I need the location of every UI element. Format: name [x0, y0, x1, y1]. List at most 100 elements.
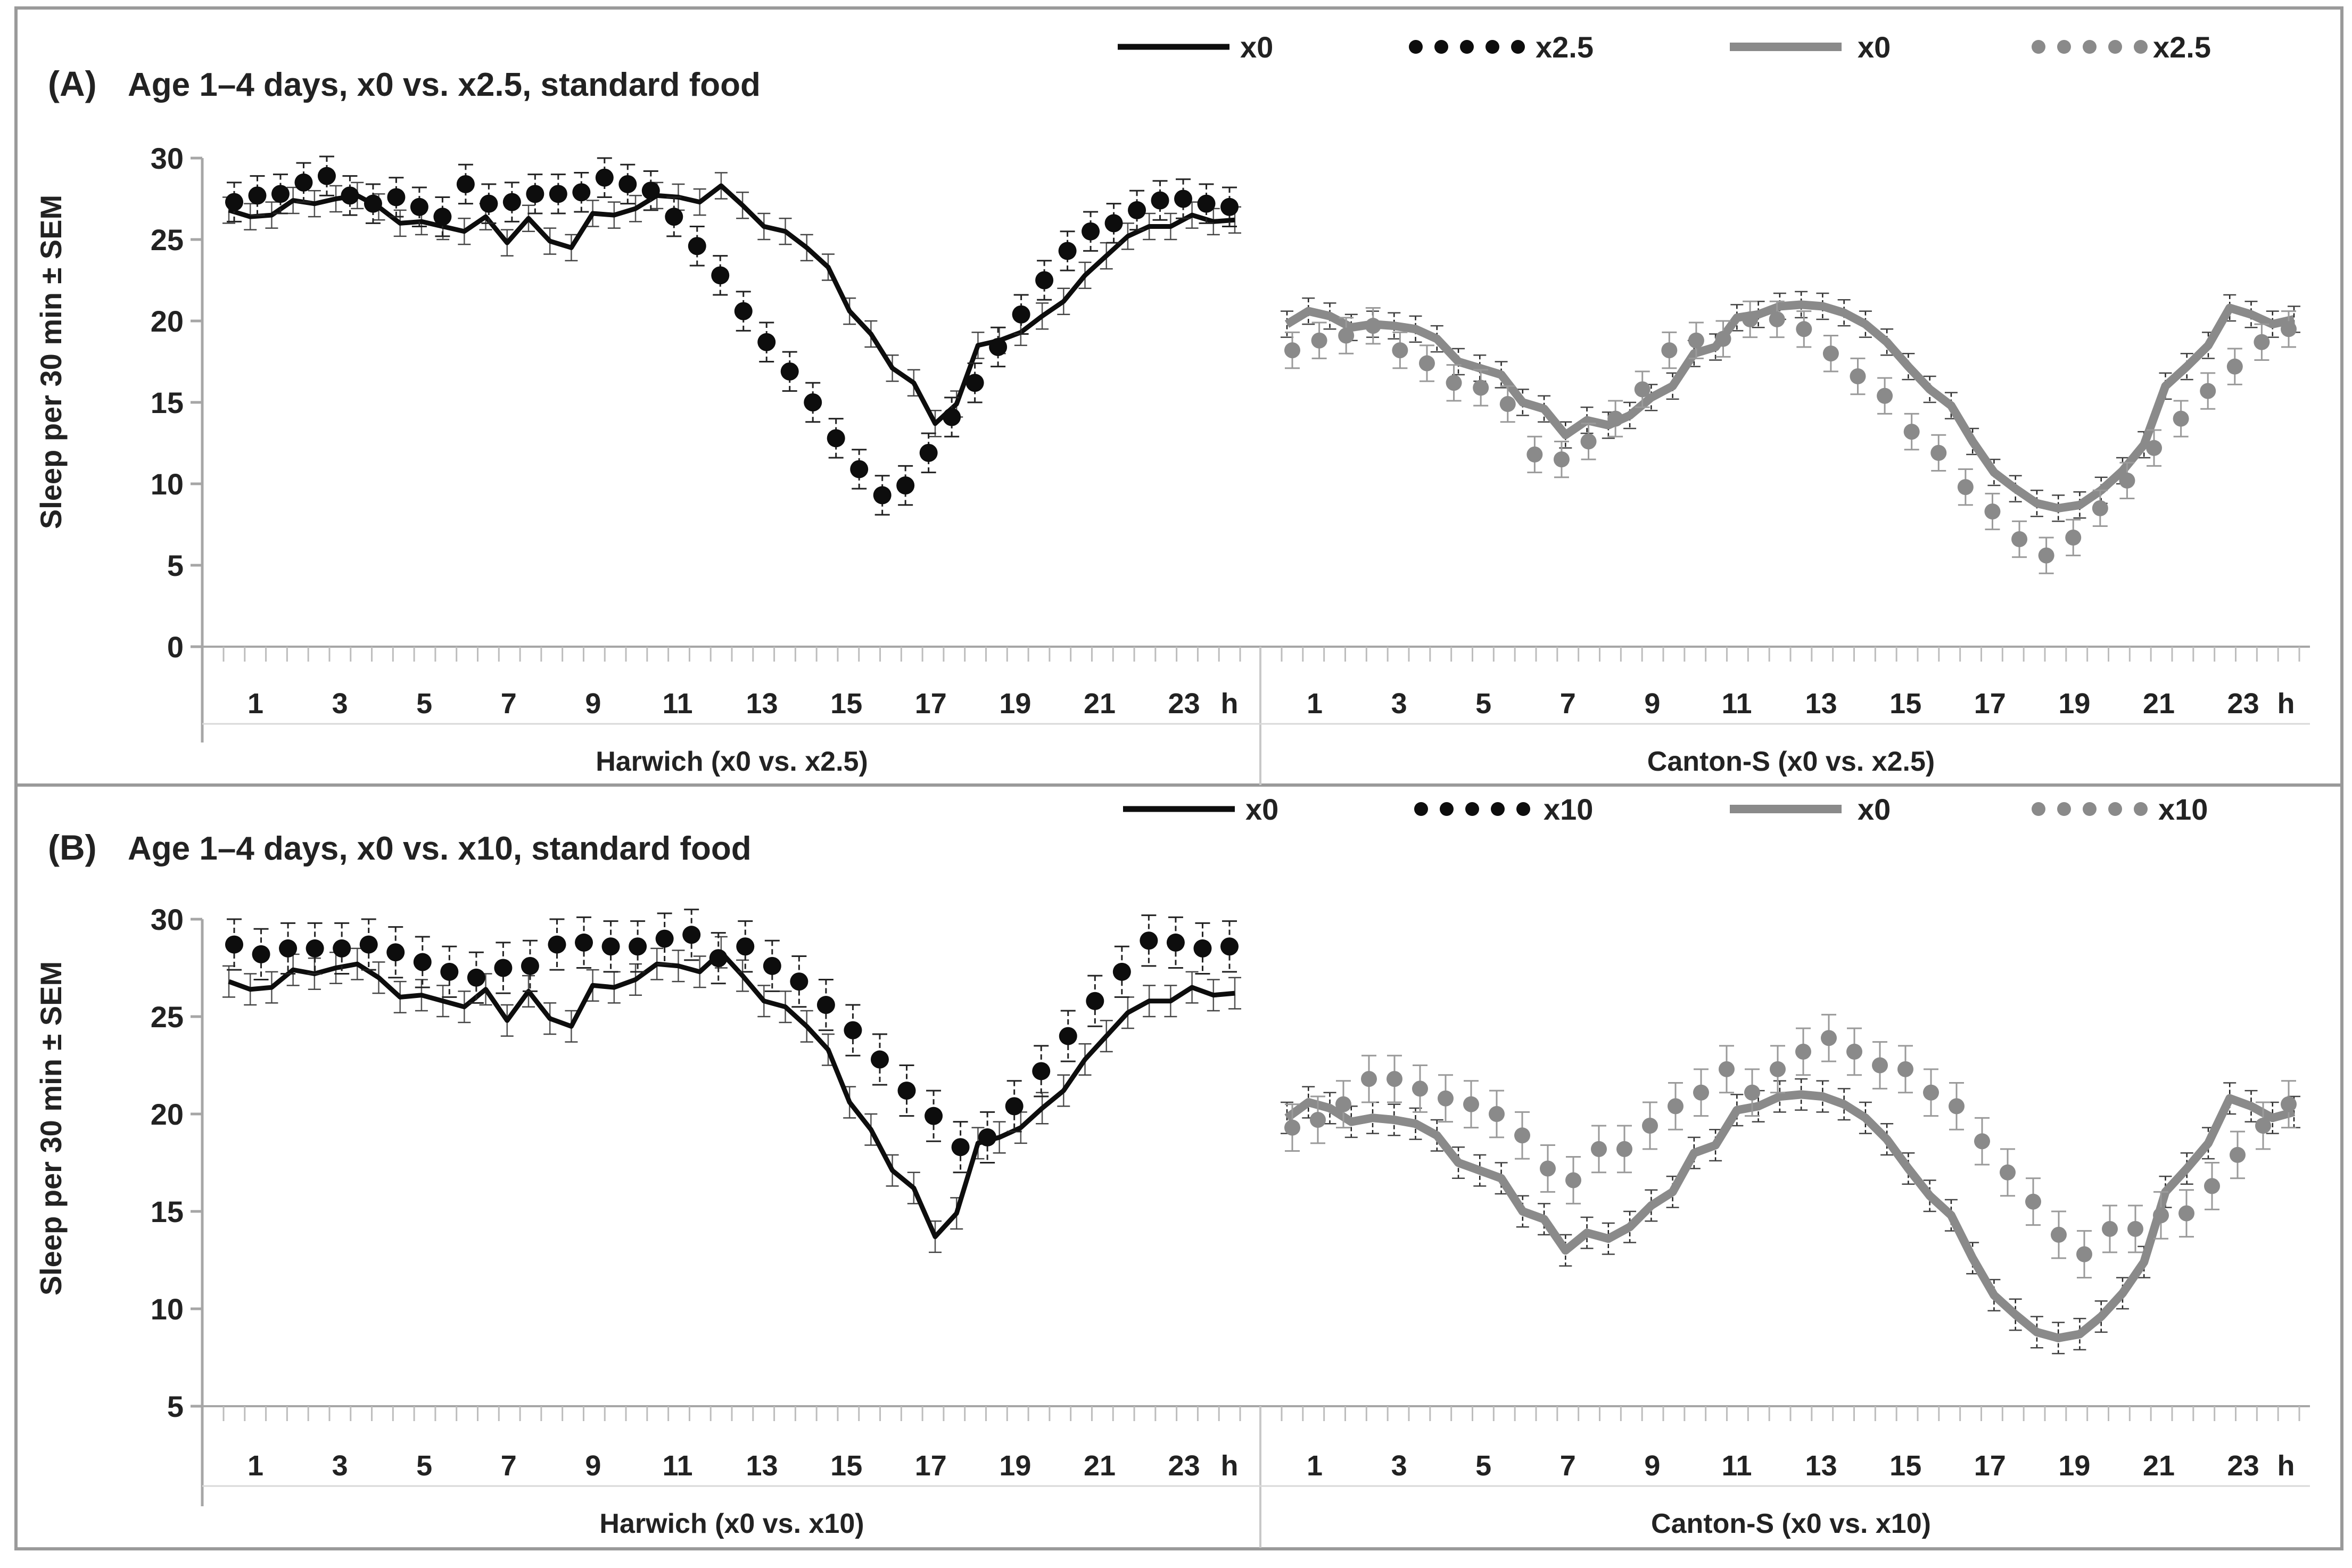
- panel-a-label: (A): [48, 64, 97, 103]
- treat-point: [1591, 1141, 1607, 1157]
- treat-point: [1140, 931, 1158, 950]
- y-tick-label: 20: [151, 304, 184, 338]
- treat-point: [1086, 992, 1104, 1010]
- treat-point: [2255, 1117, 2271, 1134]
- treat-point: [1059, 1027, 1077, 1045]
- treat-point: [665, 208, 683, 226]
- y-tick-label: 30: [151, 142, 184, 175]
- treat-point: [1058, 242, 1077, 260]
- x-tick-label: 21: [2143, 688, 2175, 720]
- treat-point: [736, 937, 755, 956]
- treat-point: [467, 968, 485, 987]
- treat-point: [502, 193, 521, 211]
- treat-point: [526, 185, 544, 203]
- panel-b-ylabel: Sleep per 30 min ± SEM: [34, 961, 68, 1295]
- treat-point: [873, 486, 892, 505]
- legend-label-harwich-x0: x0: [1240, 30, 1273, 64]
- treat-point: [1446, 375, 1462, 391]
- treat-point: [641, 181, 660, 200]
- x-tick-label: 5: [1475, 688, 1491, 720]
- legend-swatch-canton-treat: [2032, 802, 2148, 816]
- x-tick-label: 11: [662, 688, 692, 720]
- treat-point: [1365, 318, 1381, 334]
- treat-point: [1104, 214, 1123, 233]
- treat-point: [1553, 451, 1570, 468]
- treat-point: [294, 173, 313, 192]
- treat-point: [1012, 305, 1030, 324]
- treat-point: [1197, 194, 1216, 213]
- treat-point: [734, 302, 753, 320]
- treat-point: [850, 460, 869, 478]
- treat-point: [1082, 222, 1100, 241]
- y-tick-label: 25: [151, 1000, 184, 1034]
- treat-point: [711, 266, 730, 285]
- treat-point: [341, 186, 359, 205]
- treat-point: [410, 197, 428, 216]
- x-tick-label: 17: [915, 1450, 947, 1482]
- x-tick-label: 9: [1644, 1450, 1660, 1482]
- figure-border: [14, 6, 2343, 1550]
- treat-point: [1220, 937, 1239, 956]
- y-tick-label: 15: [151, 386, 184, 419]
- treat-point: [1796, 321, 1812, 337]
- y-tick-label: 30: [151, 903, 184, 936]
- treat-point: [1715, 331, 1731, 347]
- y-tick-label: 10: [151, 467, 184, 501]
- treat-point: [1634, 381, 1650, 398]
- x-tick-label: 15: [830, 688, 862, 720]
- treat-point: [2102, 1220, 2118, 1237]
- x-tick-label: 5: [416, 1450, 432, 1482]
- x0-series-line: [1284, 1090, 2296, 1342]
- treat-point: [2254, 334, 2270, 350]
- treat-point: [572, 183, 591, 202]
- treat-point: [2230, 1146, 2246, 1163]
- treat-point: [2051, 1226, 2067, 1243]
- treat-point: [494, 959, 513, 977]
- x-tick-label: 7: [501, 1450, 517, 1482]
- x-tick-label: 23: [2227, 1450, 2259, 1482]
- x-tick-label: 19: [2058, 688, 2090, 720]
- treat-point: [943, 408, 961, 426]
- treat-point: [2011, 531, 2028, 548]
- treat-point: [757, 333, 776, 351]
- treat-point: [317, 167, 336, 185]
- treat-point: [387, 188, 406, 207]
- treat-point: [1580, 433, 1597, 450]
- treat-point: [2226, 358, 2243, 375]
- x-tick-label: 5: [416, 688, 432, 720]
- x-tick-label: 23: [2227, 688, 2259, 720]
- treat-point: [1514, 1127, 1530, 1144]
- legend-label-harwich-treat: x10: [1544, 793, 1593, 826]
- x-tick-label: 7: [1560, 1450, 1576, 1482]
- x-tick-label: 13: [746, 1450, 778, 1482]
- treat-point: [965, 374, 984, 392]
- treat-point: [1821, 1030, 1837, 1046]
- treat-point: [709, 949, 728, 968]
- treat-point: [1174, 189, 1193, 208]
- x-tick-label: 11: [1721, 688, 1752, 720]
- x-tick-label: 21: [1084, 1450, 1116, 1482]
- treat-point: [1795, 1043, 1811, 1060]
- treat-point: [1112, 962, 1131, 981]
- panel-a-ylabel: Sleep per 30 min ± SEM: [34, 195, 68, 529]
- treat-point: [433, 208, 452, 226]
- x-tick-label: 1: [1307, 688, 1323, 720]
- treat-point: [521, 956, 539, 975]
- x-tick-label: 3: [1391, 1450, 1407, 1482]
- treat-point: [480, 194, 498, 213]
- y-tick-label: 25: [151, 223, 184, 257]
- treat-point: [225, 193, 243, 211]
- panel-b-group-label-harwich: Harwich (x0 vs. x10): [599, 1508, 864, 1539]
- treat-point: [548, 935, 566, 954]
- y-tick-label: 10: [151, 1292, 184, 1326]
- legend-label-canton-x0: x0: [1858, 30, 1891, 64]
- legend-swatch-canton-treat: [2032, 40, 2148, 54]
- group-harwich: 1 3 5 7 9 11 13 15 17 19 21 23 h: [222, 155, 1241, 720]
- x-tick-label: 1: [247, 1450, 263, 1482]
- x-tick-label: 13: [1805, 688, 1837, 720]
- treat-point: [2127, 1220, 2143, 1237]
- treat-point: [1974, 1133, 1990, 1150]
- treat-point: [1499, 396, 1516, 412]
